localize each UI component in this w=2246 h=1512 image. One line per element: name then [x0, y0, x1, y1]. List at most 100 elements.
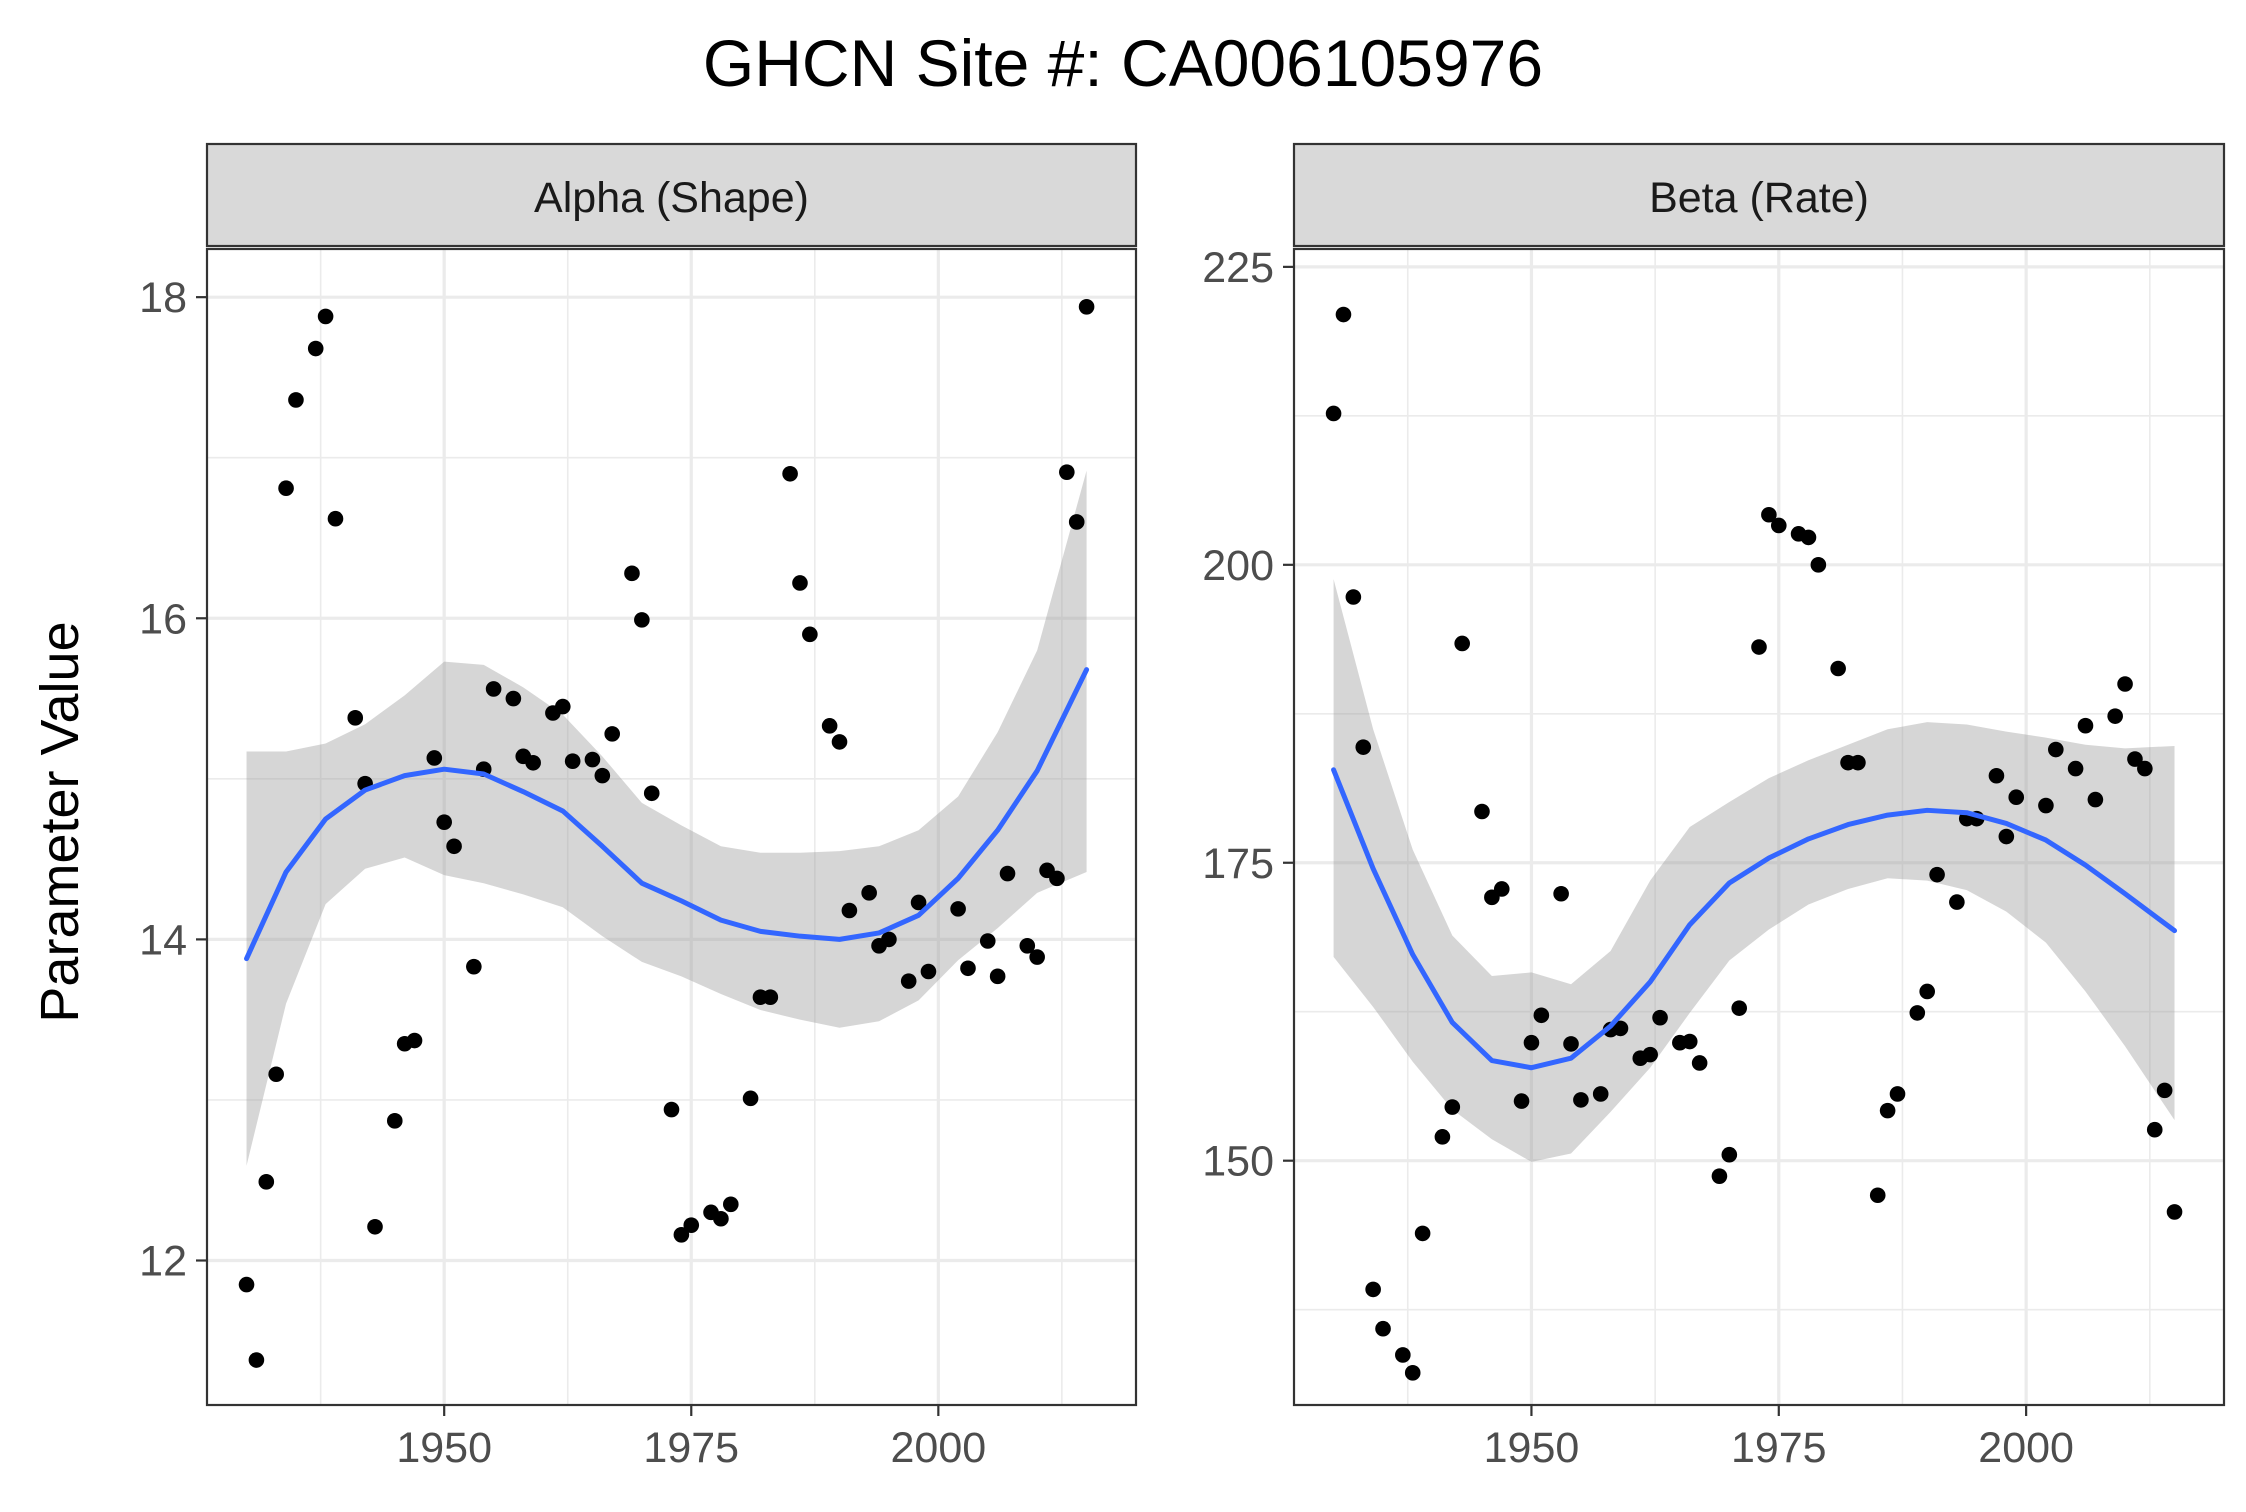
x-tick-label: 1950: [396, 1424, 492, 1472]
y-tick-label: 175: [1202, 840, 1274, 888]
data-point: [238, 1276, 255, 1293]
data-point: [1553, 885, 1569, 902]
panels: Alpha (Shape) 1950 1975 2000 12 14 16 18 Beta (R…: [139, 142, 2226, 1472]
data-point: [1345, 589, 1362, 605]
data-point: [999, 865, 1016, 882]
data-point: [1474, 803, 1490, 820]
data-point: [1355, 739, 1372, 755]
data-point: [2087, 791, 2104, 808]
data-point: [1850, 754, 1866, 771]
data-point: [1068, 514, 1085, 530]
data-point: [713, 1210, 729, 1227]
panel-1: Beta (Rate) 1950 1975 2000 150 175 200 225: [1202, 142, 2226, 1472]
data-point: [900, 973, 917, 989]
facet-strip-label: Alpha (Shape): [534, 174, 809, 222]
data-point: [278, 480, 294, 497]
y-tick-label: 225: [1202, 244, 1274, 292]
data-point: [673, 1227, 690, 1243]
data-point: [979, 933, 996, 949]
data-point: [1751, 639, 1767, 655]
data-point: [584, 751, 601, 768]
data-point: [2117, 676, 2133, 692]
data-point: [2067, 760, 2084, 777]
data-point: [722, 1196, 739, 1213]
data-point: [1513, 1093, 1530, 1109]
data-point: [861, 885, 877, 901]
data-point: [1395, 1347, 1411, 1363]
data-point: [1800, 529, 1817, 546]
data-point: [2077, 717, 2094, 734]
data-point: [1810, 557, 1827, 573]
data-point: [1049, 870, 1065, 887]
panel-0: Alpha (Shape) 1950 1975 2000 12 14 16 18: [139, 142, 1138, 1472]
data-point: [2146, 1121, 2163, 1138]
data-point: [989, 968, 1006, 985]
data-point: [841, 902, 858, 919]
data-point: [762, 989, 779, 1005]
y-tick-label: 200: [1202, 542, 1274, 590]
data-point: [1592, 1086, 1609, 1102]
data-point: [1029, 949, 1045, 965]
data-point: [1681, 1033, 1698, 1050]
facet-strip-label: Beta (Rate): [1649, 174, 1869, 222]
data-point: [426, 750, 443, 766]
data-point: [327, 510, 344, 527]
y-tick-label: 14: [139, 916, 187, 964]
x-tick-label: 2000: [891, 1424, 987, 1472]
data-point: [782, 465, 798, 482]
panel-border: [1292, 247, 2226, 1407]
facet-strip: [1292, 142, 2226, 248]
data-point: [1652, 1009, 1668, 1026]
data-point: [1019, 938, 1036, 954]
data-point: [307, 340, 324, 357]
data-point: [1365, 1281, 1381, 1298]
data-point: [1444, 1099, 1461, 1115]
data-point: [2048, 741, 2064, 758]
data-point: [2137, 760, 2153, 777]
data-point: [1869, 1187, 1886, 1204]
data-point: [1563, 1036, 1579, 1052]
chart-title: GHCN Site #: CA006105976: [703, 26, 1543, 100]
data-point: [258, 1174, 275, 1190]
data-point: [1691, 1055, 1708, 1071]
data-point: [643, 785, 660, 802]
data-point: [1761, 506, 1777, 523]
data-point: [2127, 751, 2143, 767]
data-point: [347, 710, 364, 726]
data-point: [367, 1218, 383, 1235]
data-point: [1721, 1146, 1738, 1163]
data-point: [663, 1101, 680, 1118]
data-point: [2166, 1204, 2183, 1220]
y-tick-label: 150: [1202, 1138, 1274, 1186]
confidence-ribbon: [246, 470, 1087, 1166]
data-point: [505, 690, 522, 707]
data-point: [2107, 708, 2123, 724]
data-point: [1335, 306, 1352, 323]
data-point: [1879, 1102, 1896, 1119]
data-point: [831, 734, 848, 750]
data-point: [1434, 1129, 1451, 1145]
data-point: [386, 1113, 403, 1129]
data-point: [1059, 464, 1075, 480]
x-tick-label: 1975: [1731, 1424, 1827, 1472]
smooth-line: [244, 667, 1090, 962]
data-point: [1454, 635, 1470, 652]
data-point: [920, 963, 937, 980]
data-point: [1325, 405, 1342, 422]
data-point: [624, 565, 640, 582]
data-point: [821, 718, 838, 734]
data-point: [1493, 881, 1510, 897]
data-point: [1414, 1225, 1431, 1242]
data-point: [950, 901, 966, 917]
data-point: [1998, 828, 2015, 845]
data-point: [634, 612, 650, 628]
data-point: [1949, 894, 1965, 910]
data-point: [288, 392, 304, 408]
y-tick-label: 16: [139, 595, 187, 643]
data-point: [881, 931, 897, 948]
data-point: [248, 1352, 265, 1368]
data-point: [1404, 1365, 1421, 1381]
panel-border: [205, 247, 1138, 1407]
data-point: [1642, 1046, 1658, 1063]
